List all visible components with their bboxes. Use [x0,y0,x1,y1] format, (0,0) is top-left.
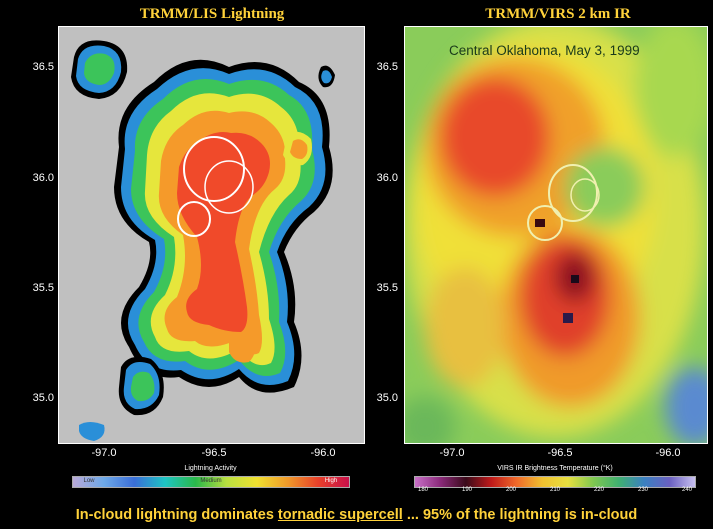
caption-part2: tornadic supercell [277,507,403,523]
right-x-tick-96-5: -96.5 [547,447,573,459]
left-colorbar-tick-high: High [324,478,338,484]
ir-temperature-colorbar: 180 190 200 210 220 230 240 [414,476,696,493]
left-y-tick-35-5: 35.5 [32,282,54,294]
right-colorbar-tick-190: 190 [461,487,473,493]
left-colorbar-tick-medium: Medium [200,478,222,484]
right-x-tick-97-0: -97.0 [439,447,465,459]
figure-caption: In-cloud lightning dominates tornadic su… [0,507,713,523]
right-colorbar-tick-210: 210 [549,487,561,493]
left-x-tick-97-0: -97.0 [91,447,117,459]
right-y-tick-36-0: 36.0 [376,172,398,184]
left-colorbar-tick-low: Low [83,478,95,484]
left-x-tick-96-5: -96.5 [201,447,227,459]
right-colorbar-tick-230: 230 [637,487,649,493]
right-colorbar-tick-220: 220 [593,487,605,493]
ir-temperature-map: Central Oklahoma, May 3, 1999 [404,26,708,444]
right-y-tick-35-0: 35.0 [376,392,398,404]
right-x-tick-96-0: -96.0 [655,447,681,459]
caption-part3: ... 95% of the lightning is in-cloud [402,507,638,523]
right-colorbar-tick-180: 180 [417,487,429,493]
right-colorbar-tick-200: 200 [505,487,517,493]
left-x-tick-96-0: -96.0 [310,447,336,459]
right-panel-title: TRMM/VIRS 2 km IR [485,6,631,22]
location-date-annotation: Central Oklahoma, May 3, 1999 [449,43,640,58]
ir-temperature-map-image [405,27,707,443]
left-colorbar-label: Lightning Activity [184,465,237,472]
right-colorbar-label: VIRS IR Brightness Temperature (°K) [497,465,613,472]
right-y-tick-35-5: 35.5 [376,282,398,294]
left-y-tick-35-0: 35.0 [32,392,54,404]
left-y-tick-36-5: 36.5 [32,61,54,73]
left-panel-title: TRMM/LIS Lightning [139,6,285,22]
right-y-tick-36-5: 36.5 [376,61,398,73]
caption-part1: In-cloud lightning dominates [75,507,278,523]
lightning-colorbar: Low Medium High [72,476,350,488]
right-colorbar-tick-240: 240 [681,487,693,493]
left-y-tick-36-0: 36.0 [32,172,54,184]
lightning-map [58,26,365,444]
lightning-map-image [71,40,335,441]
